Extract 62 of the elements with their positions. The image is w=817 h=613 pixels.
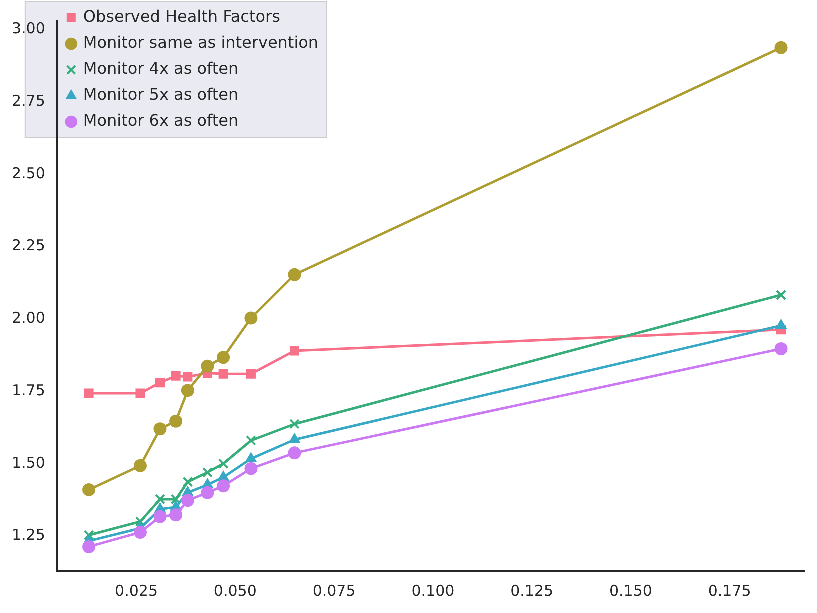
point [84, 388, 94, 398]
point [82, 483, 96, 496]
point [289, 418, 300, 430]
x-tick-label: 0.025 [115, 582, 158, 600]
point [154, 422, 167, 436]
x-tick-label: 0.050 [214, 582, 257, 600]
point [244, 312, 258, 325]
x-tick-label: 0.075 [312, 582, 356, 600]
y-tick-label: 3.00 [12, 20, 46, 38]
y-tick-label: 2.00 [12, 309, 46, 328]
point [155, 494, 166, 505]
point [134, 526, 147, 539]
x-tick-label: 0.175 [708, 582, 752, 600]
x-tick-label: 0.125 [510, 582, 554, 600]
y-tick-label: 1.25 [12, 526, 46, 544]
point [202, 467, 213, 478]
point [136, 388, 146, 398]
point [183, 372, 193, 382]
point [84, 530, 94, 541]
point [776, 290, 787, 300]
x-tick-label: 0.100 [412, 582, 455, 600]
legend-label: Monitor 6x as often [83, 111, 239, 130]
y-tick-label: 2.50 [12, 164, 46, 182]
x-tick-label: 0.150 [609, 582, 652, 600]
y-tick-label: 1.50 [12, 454, 46, 472]
legend-label: Observed Health Factors [83, 7, 280, 26]
point [201, 486, 214, 500]
point [156, 378, 165, 388]
point [182, 476, 194, 488]
point [290, 346, 300, 356]
point [288, 268, 302, 282]
point [288, 446, 302, 460]
point [170, 494, 182, 505]
point [134, 459, 147, 472]
legend-label: Monitor same as intervention [83, 33, 319, 52]
point [171, 371, 181, 381]
point [170, 414, 183, 428]
point [154, 510, 167, 524]
point [246, 435, 256, 446]
point [201, 360, 214, 373]
point [218, 458, 229, 470]
point [244, 462, 258, 476]
y-tick-label: 2.75 [12, 92, 46, 110]
point [774, 41, 788, 54]
y-tick-label: 1.75 [12, 381, 46, 400]
legend-label: Monitor 5x as often [83, 85, 239, 104]
point [774, 342, 788, 356]
point [218, 471, 230, 481]
y-tick-label: 2.25 [12, 236, 46, 255]
point [217, 480, 230, 493]
point [218, 369, 228, 379]
point [181, 384, 194, 398]
point [135, 516, 146, 528]
point [170, 508, 183, 522]
point [289, 433, 300, 444]
point [217, 351, 230, 364]
point [246, 452, 257, 462]
point [776, 319, 787, 330]
point [82, 540, 96, 554]
legend-label: Monitor 4x as often [83, 59, 239, 78]
point [181, 494, 194, 508]
point [246, 369, 256, 379]
